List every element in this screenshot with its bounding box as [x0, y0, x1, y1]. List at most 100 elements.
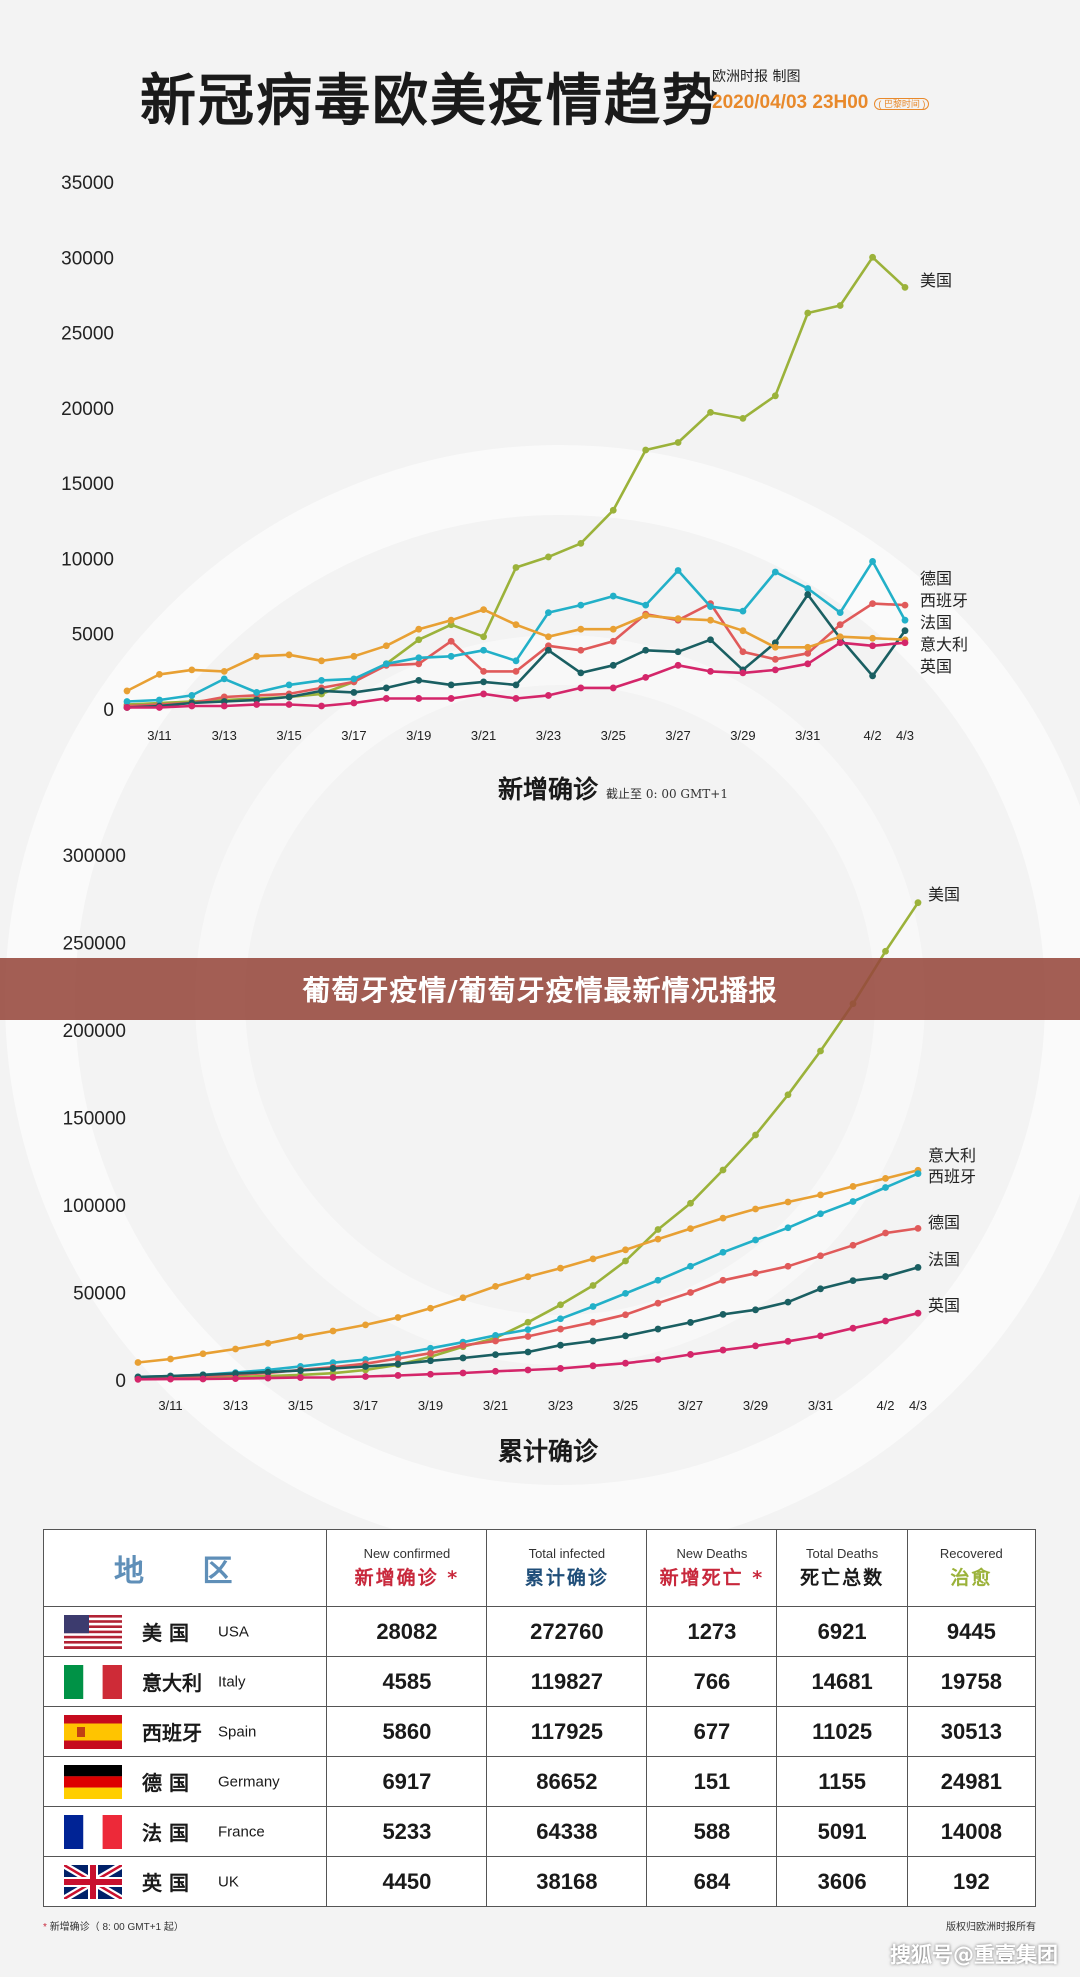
region-cell: 法 国 France: [42, 1806, 328, 1857]
data-point-英国: [156, 704, 163, 711]
data-point-西班牙: [156, 696, 163, 704]
data-point-西班牙: [382, 660, 390, 668]
data-point-英国: [492, 1367, 499, 1375]
data-point-英国: [545, 692, 552, 699]
data-point-西班牙: [609, 592, 617, 600]
country-name-en: UK: [218, 1873, 239, 1890]
data-point-意大利: [654, 1235, 662, 1243]
data-point-法国: [382, 684, 390, 692]
data-point-法国: [480, 678, 487, 686]
new-deaths-cell: 684: [646, 1856, 778, 1907]
data-point-意大利: [557, 1264, 564, 1272]
data-point-西班牙: [784, 1224, 792, 1232]
data-point-法国: [674, 648, 682, 656]
data-point-英国: [123, 704, 131, 711]
data-point-美国: [901, 284, 909, 291]
data-point-法国: [687, 1319, 694, 1326]
timezone-tag: ( 巴黎时间 ): [874, 98, 930, 111]
data-point-英国: [557, 1365, 564, 1372]
data-point-德国: [524, 1333, 532, 1340]
data-point-英国: [752, 1342, 759, 1350]
data-point-意大利: [427, 1304, 434, 1312]
total-deaths-cell: 3606: [776, 1856, 908, 1907]
data-point-西班牙: [882, 1184, 889, 1191]
data-point-法国: [350, 689, 358, 696]
data-point-德国: [557, 1325, 564, 1333]
data-point-意大利: [674, 615, 682, 623]
data-point-美国: [609, 506, 617, 514]
new-confirmed-chart: 0 5000 10000 15000 20000 25000 30000 35000 3/11 3…: [61, 173, 968, 743]
data-point-美国: [784, 1091, 792, 1099]
data-point-德国: [480, 667, 487, 675]
data-point-英国: [589, 1362, 597, 1370]
country-name-cn: 意大利: [142, 1671, 202, 1695]
data-point-西班牙: [849, 1198, 857, 1205]
x-tick-label: 3/23: [548, 1398, 573, 1413]
new-confirmed-cell: 6917: [326, 1756, 488, 1807]
italy-flag-icon: [64, 1664, 122, 1699]
series-label-德国: 德国: [920, 570, 952, 588]
footnote: * 新增确诊（ 8: 00 GMT+1 起）: [43, 1922, 184, 1933]
data-point-英国: [329, 1373, 337, 1381]
data-point-法国: [719, 1310, 727, 1318]
data-point-法国: [577, 669, 585, 677]
x-tick-label: 3/21: [483, 1398, 508, 1413]
data-point-英国: [849, 1324, 857, 1332]
data-point-西班牙: [674, 567, 682, 574]
new-confirmed-cell: 5860: [326, 1706, 488, 1757]
data-point-意大利: [642, 612, 650, 620]
data-point-英国: [253, 701, 261, 708]
data-point-西班牙: [654, 1276, 662, 1284]
data-point-西班牙: [415, 654, 423, 662]
data-point-英国: [642, 673, 650, 681]
germany-flag-icon: [64, 1764, 122, 1799]
data-point-意大利: [167, 1355, 174, 1363]
header-recovered: Recovered 治愈: [906, 1529, 1037, 1607]
region-cell: 英 国 UK: [42, 1856, 328, 1907]
series-line-法国: [126, 593, 907, 709]
y-tick-label: 0: [115, 1371, 126, 1392]
data-point-英国: [480, 690, 487, 698]
y-tick-label: 200000: [63, 1021, 126, 1042]
data-point-意大利: [134, 1359, 142, 1366]
page-title: 新冠病毒欧美疫情趋势: [140, 69, 720, 134]
data-point-意大利: [297, 1333, 304, 1341]
data-point-西班牙: [480, 646, 487, 654]
x-tick-label: 3/17: [341, 728, 366, 743]
data-point-德国: [804, 649, 812, 657]
data-point-意大利: [199, 1350, 207, 1358]
y-tick-label: 100000: [63, 1196, 126, 1217]
country-name-en: Germany: [218, 1773, 280, 1790]
spain-flag-icon: [64, 1714, 122, 1749]
data-point-美国: [836, 302, 844, 309]
data-point-德国: [849, 1241, 857, 1249]
publisher-label: 欧洲时报 制图: [712, 69, 801, 85]
data-point-法国: [817, 1285, 824, 1293]
y-tick-label: 25000: [61, 324, 114, 345]
table-row: 法 国 France 5233 64338 588 5091 14008: [42, 1806, 1037, 1857]
data-point-英国: [622, 1359, 629, 1367]
data-point-英国: [654, 1356, 662, 1363]
series-label-法国: 法国: [928, 1251, 960, 1269]
table-row: 德 国 Germany 6917 86652 151 1155 24981: [42, 1756, 1037, 1807]
series-label-西班牙: 西班牙: [928, 1168, 976, 1186]
data-point-法国: [804, 591, 812, 598]
data-point-意大利: [739, 627, 747, 635]
x-tick-label: 3/17: [353, 1398, 378, 1413]
data-point-意大利: [784, 1198, 792, 1206]
data-point-美国: [545, 553, 552, 561]
series-label-美国: 美国: [920, 272, 952, 290]
data-point-意大利: [577, 625, 585, 633]
data-point-意大利: [545, 633, 552, 641]
data-point-法国: [415, 676, 423, 684]
y-tick-label: 300000: [63, 846, 126, 867]
data-point-法国: [882, 1273, 889, 1280]
data-point-西班牙: [707, 603, 714, 611]
data-point-英国: [297, 1374, 304, 1381]
data-point-法国: [447, 681, 455, 689]
data-point-德国: [771, 655, 779, 663]
data-point-意大利: [836, 633, 844, 641]
data-point-西班牙: [318, 676, 325, 684]
data-point-西班牙: [739, 607, 747, 615]
data-point-美国: [512, 564, 520, 571]
